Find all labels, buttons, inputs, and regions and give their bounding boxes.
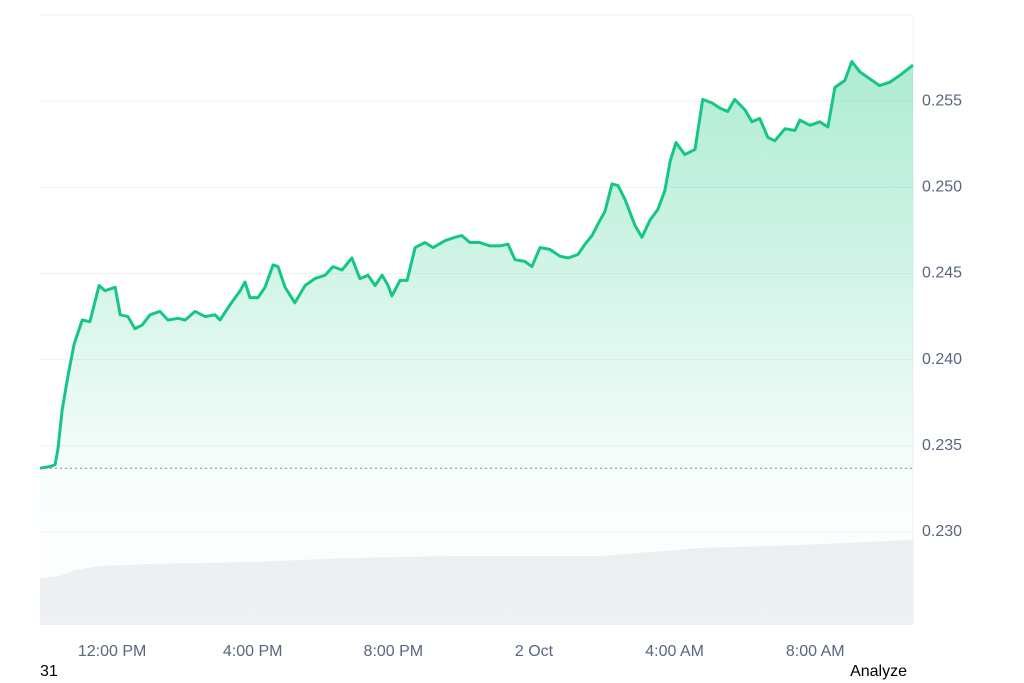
x-tick-label: 4:00 AM <box>645 643 704 660</box>
y-tick-label: 0.250 <box>922 179 962 196</box>
analyze-button[interactable]: Analyze <box>850 663 907 680</box>
y-tick-label: 0.240 <box>922 351 962 368</box>
x-tick-label: 4:00 PM <box>223 643 283 660</box>
price-area <box>40 61 913 625</box>
x-tick-label: 2 Oct <box>515 643 554 660</box>
x-tick-label: 8:00 AM <box>786 643 845 660</box>
x-tick-label: 12:00 PM <box>78 643 146 660</box>
start-label: 31 <box>40 663 58 680</box>
x-tick-label: 8:00 PM <box>364 643 424 660</box>
price-line <box>39 60 914 470</box>
y-tick-label: 0.230 <box>922 523 962 540</box>
y-tick-label: 0.235 <box>922 437 962 454</box>
y-tick-label: 0.245 <box>922 265 962 282</box>
y-tick-label: 0.255 <box>922 92 962 109</box>
